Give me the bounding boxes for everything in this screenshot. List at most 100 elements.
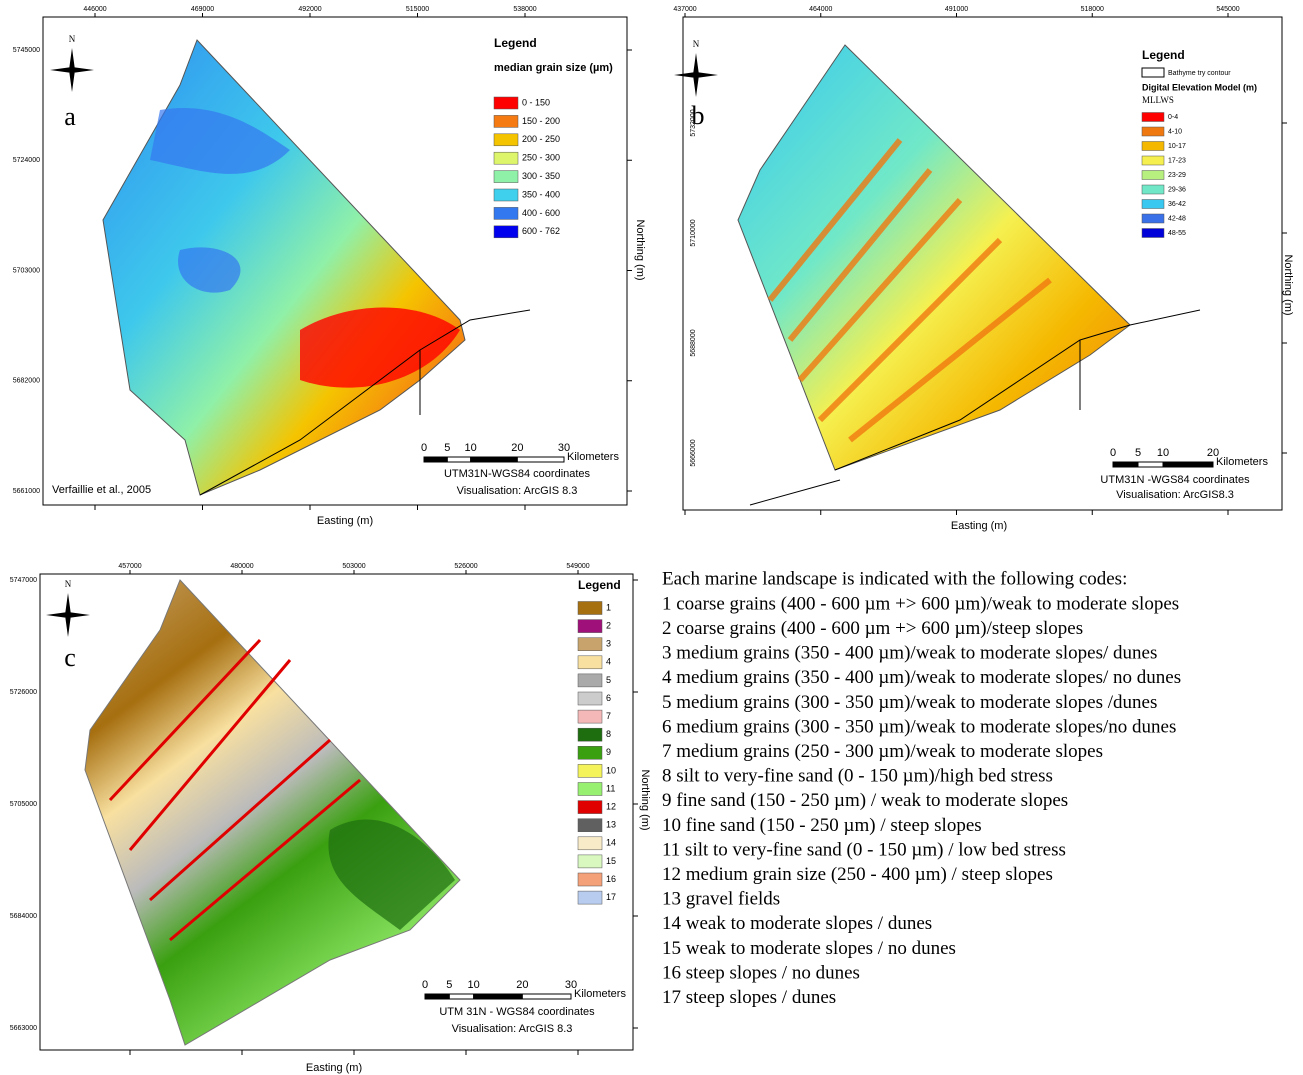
legend-title: Legend (494, 36, 537, 50)
visualisation: Visualisation: ArcGIS8.3 (1116, 489, 1234, 501)
x-tick-label: 545000 (1216, 6, 1239, 13)
legend-label: 36-42 (1168, 201, 1186, 208)
legend-swatch (493, 115, 519, 128)
scale-label: 10 (468, 979, 480, 991)
legend-label: 15 (606, 856, 616, 866)
scale-segment (1137, 461, 1164, 468)
legend-label: 5 (606, 675, 611, 685)
description-item: 16 steep slopes / no dunes (662, 962, 860, 983)
north-arrow (46, 593, 90, 637)
legend-label: 17-23 (1168, 157, 1186, 164)
description-item: 17 steep slopes / dunes (662, 987, 836, 1008)
scale-segment (446, 456, 472, 463)
legend-swatch (577, 872, 603, 887)
scale-label: 0 (422, 979, 428, 991)
description-item: 8 silt to very-fine sand (0 - 150 µm)/hi… (662, 766, 1053, 787)
y-axis-label: Northing (m) (1282, 254, 1294, 315)
legend-label: 10-17 (1168, 143, 1186, 150)
x-tick-label: 457000 (118, 563, 141, 570)
scale-label: 20 (511, 442, 523, 454)
legend-label: 17 (606, 892, 616, 902)
y-tick-label: 5688000 (690, 329, 697, 356)
legend-label: 400 - 600 (522, 208, 560, 218)
scale-segment (448, 993, 475, 1000)
x-tick-label: 518000 (1081, 6, 1104, 13)
legend-label: 42-48 (1168, 215, 1186, 222)
north-label: N (693, 39, 700, 49)
description-item: 12 medium grain size (250 - 400 µm) / st… (662, 864, 1053, 885)
legend-swatch (577, 619, 603, 633)
legend-swatch (493, 151, 519, 165)
x-axis-label: Easting (m) (951, 520, 1007, 532)
coordinates: UTM31N -WGS84 coordinates (1100, 474, 1250, 486)
legend-label: 48-55 (1168, 230, 1186, 237)
scale-segment (1162, 461, 1214, 468)
description-item: 4 medium grains (350 - 400 µm)/weak to m… (662, 667, 1181, 688)
legend-label: Bathyme try contour (1168, 70, 1231, 77)
x-tick-label: 446000 (83, 6, 106, 13)
frame-b (682, 16, 1283, 511)
legend-label: 14 (606, 838, 616, 848)
scale-segment (424, 993, 450, 1000)
y-tick-label: 5726000 (10, 689, 37, 696)
legend-title: Legend (578, 578, 621, 592)
legend-swatch (493, 207, 519, 220)
scale-label: 0 (421, 442, 427, 454)
map-c-detail (328, 819, 455, 930)
legend-swatch (493, 133, 519, 147)
legend-swatch (493, 188, 519, 202)
legend-swatch (1141, 170, 1165, 180)
scale-unit: Kilometers (1216, 456, 1268, 468)
scale-label: 0 (1110, 447, 1116, 459)
scale-label: 20 (1207, 447, 1219, 459)
legend-swatch (577, 709, 603, 724)
panel-letter: c (64, 643, 76, 672)
y-tick-label: 5747000 (10, 577, 37, 584)
legend-swatch (1141, 126, 1165, 137)
scale-unit: Kilometers (574, 988, 626, 1000)
y-tick-label: 5661000 (13, 488, 40, 495)
x-tick-label: 437000 (673, 6, 696, 13)
y-tick-label: 5710000 (690, 219, 697, 246)
scale-label: 30 (565, 979, 577, 991)
scale-label: 10 (1157, 447, 1169, 459)
description-intro: Each marine landscape is indicated with … (662, 568, 1127, 589)
description-item: 2 coarse grains (400 - 600 µm +> 600 µm)… (662, 618, 1083, 639)
scale-label: 10 (465, 442, 477, 454)
legend-swatch (1141, 155, 1165, 166)
legend-note: MLLWS (1142, 95, 1174, 105)
map-c-detail (108, 638, 361, 942)
description-item: 10 fine sand (150 - 250 µm) / steep slop… (662, 815, 982, 836)
north-label: N (69, 34, 76, 44)
legend-swatch (577, 818, 603, 832)
scale-label: 20 (516, 979, 528, 991)
legend-swatch (577, 637, 603, 651)
legend-swatch (577, 836, 603, 851)
x-tick-label: 480000 (230, 563, 253, 570)
legend-swatch (577, 727, 603, 742)
map-a (102, 39, 466, 496)
description-item: 13 gravel fields (662, 889, 780, 910)
y-tick-label: 5666000 (690, 439, 697, 466)
y-tick-label: 5724000 (13, 157, 40, 164)
map-b-detail (767, 138, 1052, 443)
x-tick-label: 491000 (945, 6, 968, 13)
legend-swatch (577, 746, 603, 760)
north-arrow (50, 48, 94, 92)
content: 446000 469000 492000 515000 5380005745000572… (10, 6, 1294, 1074)
scale-segment (473, 993, 523, 1000)
x-tick-label: 492000 (298, 6, 321, 13)
y-tick-label: 5705000 (10, 801, 37, 808)
frame-a (42, 16, 628, 506)
coordinates: UTM31N-WGS84 coordinates (444, 468, 591, 480)
y-axis-label: Northing (m) (634, 219, 646, 280)
y-tick-label: 5703000 (13, 267, 40, 274)
x-tick-label: 549000 (566, 563, 589, 570)
coastline (199, 309, 531, 496)
legend-swatch (1141, 141, 1165, 151)
description-item: 11 silt to very-fine sand (0 - 150 µm) /… (662, 839, 1066, 860)
map-a-detail (150, 108, 290, 293)
legend-label: 600 - 762 (522, 226, 560, 236)
scale-unit: Kilometers (567, 451, 619, 463)
scale-segment (516, 456, 565, 463)
